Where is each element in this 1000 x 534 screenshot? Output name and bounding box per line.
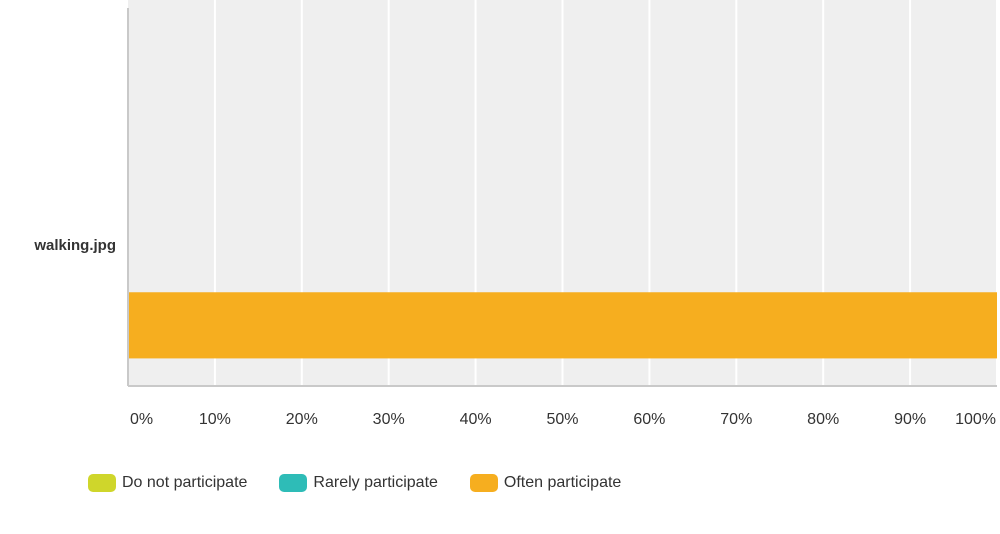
x-tick-label: 40% <box>460 411 492 428</box>
x-tick-label: 80% <box>807 411 839 428</box>
legend-item[interactable]: Do not participate <box>88 474 247 492</box>
legend: Do not participate Rarely participate Ofte… <box>88 474 653 492</box>
x-tick-labels: 0% 10% 20% 30% 40% 50% 60% 70% 80% 90% 100% <box>130 411 996 428</box>
x-tick-label: 50% <box>546 411 578 428</box>
legend-label: Often participate <box>503 474 622 491</box>
x-tick-label: 0% <box>130 411 153 428</box>
x-tick-label: 20% <box>286 411 318 428</box>
category-labels: walking.jpg <box>33 237 116 254</box>
legend-swatch <box>88 474 116 492</box>
x-tick-label: 70% <box>720 411 752 428</box>
legend-swatch <box>279 474 308 492</box>
legend-label: Rarely participate <box>313 474 438 491</box>
x-tick-label: 90% <box>894 411 926 428</box>
x-tick-label: 60% <box>633 411 665 428</box>
category-label: walking.jpg <box>33 237 116 254</box>
legend-label: Do not participate <box>122 474 248 491</box>
bar-often-participate[interactable] <box>128 292 997 359</box>
legend-item[interactable]: Often participate <box>469 474 622 492</box>
bars <box>128 292 997 359</box>
x-tick-label: 10% <box>199 411 231 428</box>
legend-swatch <box>469 474 498 492</box>
x-tick-label: 30% <box>373 411 405 428</box>
legend-item[interactable]: Rarely participate <box>279 474 438 492</box>
x-tick-label: 100% <box>955 411 996 428</box>
